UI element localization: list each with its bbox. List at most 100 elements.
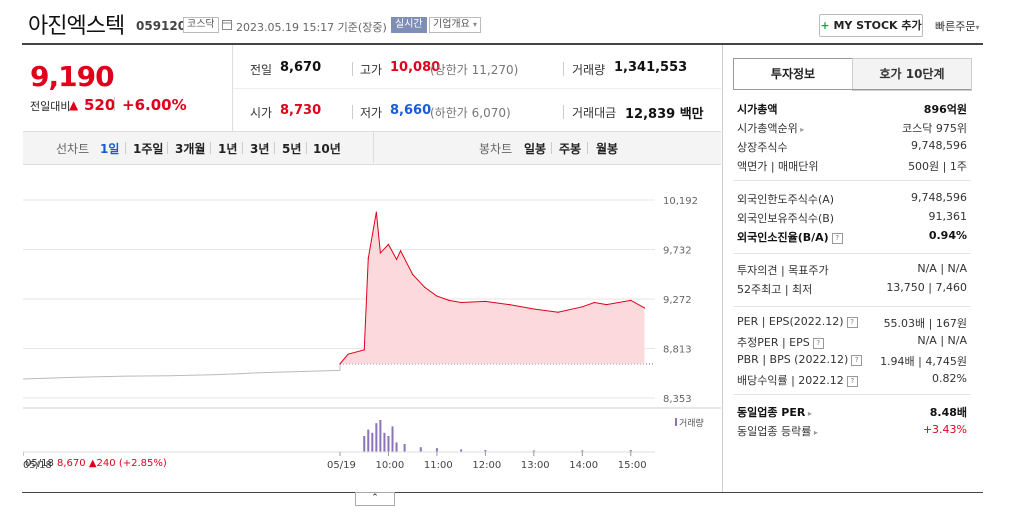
help-icon[interactable]: ? [812,337,824,349]
prev-close-label: 전일 [250,63,273,77]
tab-1year[interactable]: 1년 [218,142,238,156]
invest-row[interactable]: 동일업종 PER ▸ 8.48배 [737,404,967,420]
chart-panel [22,45,723,492]
realtime-button[interactable]: 실시간 [391,17,427,33]
high-value: 10,080 [390,60,441,75]
change-label: 전일대비 [30,100,71,113]
invest-row-label-text: PBR | BPS (2022.12) [737,353,849,366]
invest-row-value: 55.03배 | 167원 [883,317,967,330]
company-name[interactable]: 아진엑스텍 [28,14,125,39]
tab-weekly-candle[interactable]: 주봉 [559,142,582,156]
invest-row-label: 배당수익률 | 2022.12? [737,372,858,388]
help-icon[interactable]: ? [846,316,858,328]
company-overview-label: 기업개요 [433,19,470,30]
price-point [593,301,596,304]
prev-date: 05/18 [25,458,54,469]
tab-1week[interactable]: 1주일 [133,142,164,156]
line-chart-label: 선차트 [56,142,90,156]
price-point [509,304,511,306]
invest-row-value: 코스닥 975위 [902,122,967,135]
open-label: 시가 [250,106,273,120]
invest-row-value: 91,361 [928,210,968,223]
header-divider [22,43,983,45]
change-amount: 520 [84,96,116,114]
invest-row-value: +3.43% [922,423,967,436]
prev-rate: (+2.85%) [118,458,167,469]
add-mystock-button[interactable]: + MY STOCK 추가 [819,14,923,37]
invest-row-value: 500원 | 1주 [908,160,967,173]
market-badge: 코스닥 [183,17,219,33]
chevron-right-icon: ▸ [805,409,812,418]
invest-row-label: 추정PER | EPS? [737,334,824,350]
invest-row-label-text: 외국인소진율(B/A) [737,231,829,244]
help-icon[interactable]: ? [851,354,863,366]
invest-row: PER | EPS(2022.12)? 55.03배 | 167원 [737,315,967,331]
invest-row-label: 동일업종 등락률 ▸ [737,423,818,439]
price-point [359,350,361,352]
invest-row-label-text: 투자의견 | 목표주가 [737,264,829,277]
help-icon[interactable]: ? [831,232,843,244]
invest-row-label: PBR | BPS (2022.12)? [737,353,863,366]
volume-legend-swatch [675,418,677,426]
section-divider [733,394,971,395]
x-tick-label: 05/19 [327,460,356,471]
volume-bar [363,436,366,452]
tab-10year[interactable]: 10년 [313,142,341,156]
invest-row[interactable]: 시가총액순위 ▸ 코스닥 975위 [737,120,967,136]
price-point [379,252,381,254]
tab-daily-candle[interactable]: 일봉 [524,142,547,156]
tab-3month[interactable]: 3개월 [175,142,206,156]
company-overview-dropdown[interactable]: 기업개요 ▾ [429,17,482,33]
previous-day-line [23,363,341,380]
x-tick-label: 15:00 [618,460,647,471]
amount-label: 거래대금 [572,106,617,120]
plus-icon: + [820,19,830,32]
invest-row-label: 액면가 | 매매단위 [737,158,819,174]
invest-row-label-text: 배당수익률 | 2022.12 [737,374,844,387]
price-point [375,211,377,213]
price-point [484,300,486,303]
invest-row-label-text: 52주최고 | 최저 [737,283,813,296]
tab-1day[interactable]: 1일 [100,142,120,156]
tab-monthly-candle[interactable]: 월봉 [596,142,619,156]
x-tick-label: 10:00 [375,460,404,471]
y-tick-label: 9,732 [663,246,692,257]
invest-row: 추정PER | EPS? N/A | N/A [737,334,967,350]
right-tabbar: 투자정보 호가 10단계 [733,58,972,91]
price-point [412,273,414,276]
prev-change: 240 [96,458,116,469]
divider [373,131,374,163]
invest-row: 52주최고 | 최저 13,750 | 7,460 [737,281,967,297]
price-point [448,299,450,301]
low-value: 8,660 [390,103,432,118]
tab-3year[interactable]: 3년 [250,142,270,156]
tab-order-book[interactable]: 호가 10단계 [852,58,972,91]
section-divider [733,253,971,254]
divider [274,142,275,154]
invest-row: 외국인보유주식수(B) 91,361 [737,210,967,226]
invest-row-label-text: 상장주식수 [737,141,788,154]
divider [306,142,307,154]
help-icon[interactable]: ? [846,375,858,387]
price-point [605,304,608,306]
divider [210,142,211,154]
price-point [424,286,426,289]
invest-row-label: 외국인보유주식수(B) [737,210,834,226]
invest-row-value: N/A | N/A [917,334,967,347]
invest-row-label: 동일업종 PER ▸ [737,404,812,420]
add-mystock-label: MY STOCK 추가 [833,19,922,32]
stock-code: 059120 [136,19,187,33]
x-tick-label: 13:00 [521,460,550,471]
quick-order-dropdown[interactable]: 빠른주문▾ [935,18,980,34]
price-point [339,363,341,365]
tab-5year[interactable]: 5년 [282,142,302,156]
chevron-right-icon: ▸ [797,125,805,134]
price-point [363,349,365,351]
tab-investment-info[interactable]: 투자정보 [733,58,853,90]
invest-row-value: 9,748,596 [911,139,967,152]
invest-row-value: 13,750 | 7,460 [886,281,967,294]
up-triangle-icon: ▲ [88,458,97,469]
invest-row[interactable]: 동일업종 등락률 ▸ +3.43% [737,423,967,439]
expand-button[interactable]: ⌃ [355,492,395,506]
volume-bar [581,450,584,452]
